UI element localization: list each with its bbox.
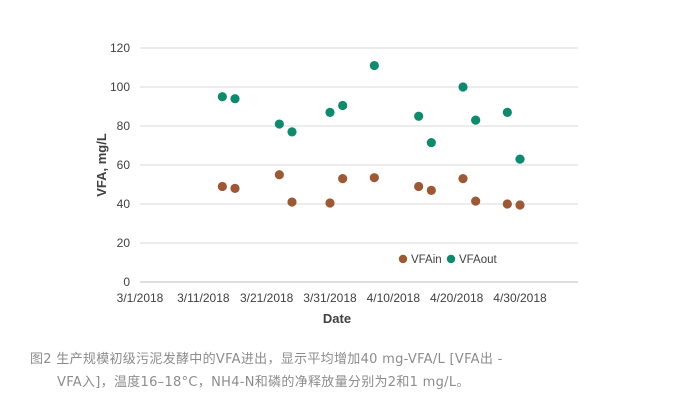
data-point-vfain [458,174,468,184]
data-point-vfain [426,185,436,195]
data-point-vfain [325,198,335,208]
y-tick-label: 20 [117,236,131,250]
data-point-vfaout [471,115,481,125]
x-tick-label: 3/1/2018 [117,291,164,305]
data-point-vfain [471,196,481,206]
data-point-vfaout [414,111,424,121]
data-point-vfain [502,199,512,209]
data-point-vfain [369,173,379,183]
y-axis-label: VFA, mg/L [94,133,109,197]
x-tick-label: 4/10/2018 [367,291,421,305]
data-point-vfain [230,183,240,193]
caption-line-1: 图2 生产规模初级污泥发酵中的VFA进出，显示平均增加40 mg-VFA/L [… [30,352,503,367]
legend-marker-vfaout [446,254,456,264]
data-point-vfaout [325,107,335,117]
data-point-vfain [414,181,424,192]
y-tick-label: 120 [110,41,130,55]
legend-label-vfaout: VFAout [459,254,498,266]
y-tick-label: 40 [117,197,131,211]
data-point-vfaout [274,119,284,129]
data-point-vfaout [515,154,525,164]
x-tick-label: 4/20/2018 [430,291,484,305]
data-point-vfain [217,181,227,192]
data-point-vfaout [287,127,297,137]
x-tick-label: 3/31/2018 [303,291,357,305]
caption-line-2: VFA入]，温度16–18°C，NH4-N和磷的净释放量分别为2和1 mg/L。 [57,375,470,390]
data-point-vfaout [458,82,468,92]
data-point-vfain [287,197,297,207]
data-point-vfain [338,174,348,184]
figure-caption: 图2 生产规模初级污泥发酵中的VFA进出，显示平均增加40 mg-VFA/L [… [30,348,660,394]
data-point-vfaout [426,137,436,148]
data-point-vfaout [217,92,227,102]
y-tick-label: 60 [117,158,131,172]
x-tick-label: 3/11/2018 [177,291,230,305]
legend-marker-vfain [398,254,408,264]
legend-label-vfain: VFAin [411,254,442,266]
y-tick-label: 80 [117,119,131,133]
data-point-vfain [515,200,525,210]
y-tick-label: 0 [123,275,130,289]
x-axis-label: Date [323,311,351,326]
data-point-vfaout [230,94,240,104]
chart: 0 20 40 60 80 100 120 3/1/2018 3/11/2018 3/21/201… [94,41,578,326]
x-tick-label: 4/30/2018 [493,291,547,305]
scatter-chart-svg: 0 20 40 60 80 100 120 3/1/2018 3/11/2018 3/21/201… [94,41,578,326]
data-point-vfain [274,170,284,180]
x-tick-label: 3/21/2018 [240,291,294,305]
data-point-vfaout [338,100,348,111]
data-point-vfaout [502,107,512,117]
data-point-vfaout [369,60,379,71]
y-tick-label: 100 [110,80,130,94]
